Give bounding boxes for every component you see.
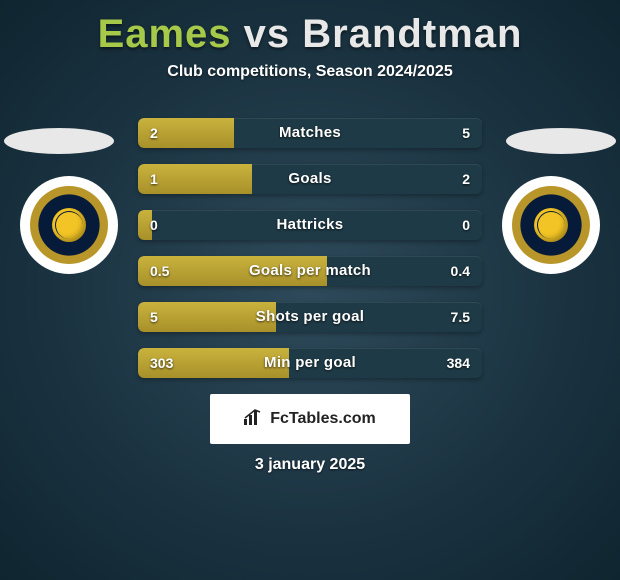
stat-row: 0.50.4Goals per match bbox=[138, 256, 482, 286]
vs-text: vs bbox=[244, 12, 291, 56]
stat-row: 25Matches bbox=[138, 118, 482, 148]
subtitle: Club competitions, Season 2024/2025 bbox=[0, 63, 620, 81]
stat-row: 303384Min per goal bbox=[138, 348, 482, 378]
branding-text: FcTables.com bbox=[270, 410, 376, 428]
ball-icon bbox=[534, 208, 568, 242]
comparison-title: Eames vs Brandtman bbox=[0, 0, 620, 57]
player1-name: Eames bbox=[98, 12, 232, 56]
club-crest-right bbox=[512, 186, 590, 264]
decor-ellipse-left bbox=[4, 128, 114, 154]
ball-icon bbox=[52, 208, 86, 242]
date-text: 3 january 2025 bbox=[0, 456, 620, 474]
comparison-arena: 25Matches 12Goals 00Hattricks 0.50.4Goals p… bbox=[0, 100, 620, 390]
chart-icon bbox=[244, 409, 264, 430]
stat-row: 12Goals bbox=[138, 164, 482, 194]
club-badge-right bbox=[502, 176, 600, 274]
stat-row: 57.5Shots per goal bbox=[138, 302, 482, 332]
stat-bars: 25Matches 12Goals 00Hattricks 0.50.4Goals p… bbox=[138, 118, 482, 394]
stat-label: Goals per match bbox=[138, 256, 482, 286]
stat-label: Goals bbox=[138, 164, 482, 194]
stat-label: Shots per goal bbox=[138, 302, 482, 332]
club-crest-left bbox=[30, 186, 108, 264]
decor-ellipse-right bbox=[506, 128, 616, 154]
stat-label: Matches bbox=[138, 118, 482, 148]
stat-row: 00Hattricks bbox=[138, 210, 482, 240]
player2-name: Brandtman bbox=[302, 12, 522, 56]
stat-label: Min per goal bbox=[138, 348, 482, 378]
club-badge-left bbox=[20, 176, 118, 274]
stat-label: Hattricks bbox=[138, 210, 482, 240]
branding-badge: FcTables.com bbox=[210, 394, 410, 444]
